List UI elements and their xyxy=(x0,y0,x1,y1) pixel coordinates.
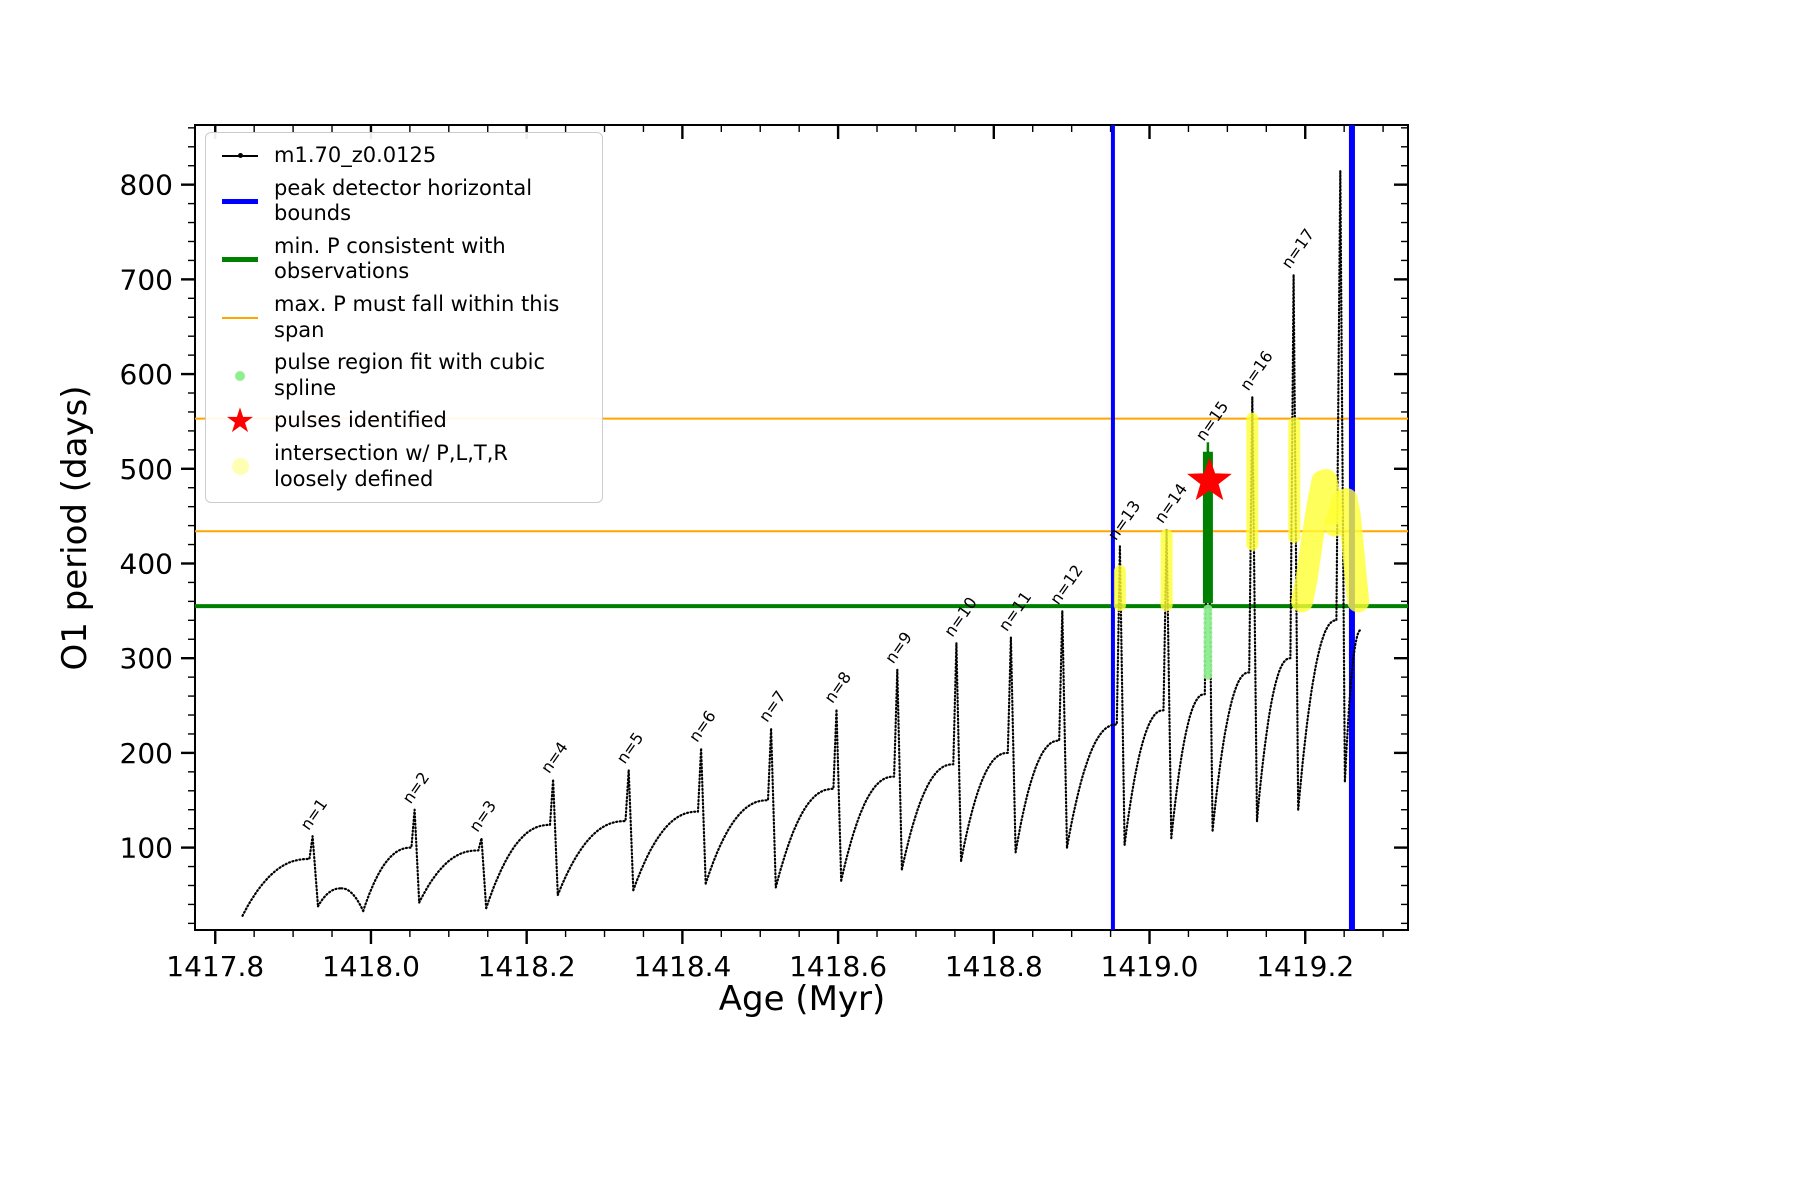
legend-item-label: intersection w/ P,L,T,R loosely defined xyxy=(274,441,508,491)
svg-text:n=12: n=12 xyxy=(1046,561,1087,608)
svg-text:1418.2: 1418.2 xyxy=(478,950,576,983)
svg-text:n=17: n=17 xyxy=(1277,225,1318,272)
legend-item-max-p: max. P must fall within this span xyxy=(218,292,588,343)
svg-text:n=8: n=8 xyxy=(820,668,855,707)
svg-text:100: 100 xyxy=(120,832,173,865)
yellow-dot-icon xyxy=(231,458,249,476)
svg-text:300: 300 xyxy=(120,642,173,675)
svg-text:1418.8: 1418.8 xyxy=(945,950,1043,983)
svg-text:n=13: n=13 xyxy=(1104,497,1145,544)
svg-text:800: 800 xyxy=(120,169,173,202)
svg-text:1417.8: 1417.8 xyxy=(166,950,264,983)
svg-text:n=4: n=4 xyxy=(537,738,572,777)
series-marker-icon xyxy=(238,153,243,159)
legend-item-min-p: min. P consistent with observations xyxy=(218,234,588,285)
red-star-icon: ★ xyxy=(224,401,256,442)
svg-text:n=5: n=5 xyxy=(612,729,647,768)
legend-item-series: m1.70_z0.0125 xyxy=(218,143,588,169)
legend-item-label: min. P consistent with observations xyxy=(274,233,506,284)
svg-text:1418.0: 1418.0 xyxy=(322,950,420,983)
svg-text:1418.6: 1418.6 xyxy=(789,950,887,983)
legend-item-label: pulse region fit with cubic spline xyxy=(274,350,546,400)
svg-text:600: 600 xyxy=(120,358,173,391)
legend-item-label: peak detector horizontal bounds xyxy=(274,175,533,226)
svg-text:n=10: n=10 xyxy=(940,593,981,640)
series-line-icon xyxy=(222,153,258,159)
legend-item-pulses: ★ pulses identified xyxy=(218,401,588,442)
legend-item-label: max. P must fall within this span xyxy=(274,292,560,342)
lightgreen-dot-icon xyxy=(235,370,245,381)
svg-text:200: 200 xyxy=(120,737,173,770)
svg-text:n=11: n=11 xyxy=(995,588,1036,635)
legend-item-spline: pulse region fit with cubic spline xyxy=(218,350,588,401)
legend-item-label: m1.70_z0.0125 xyxy=(274,143,437,167)
svg-text:700: 700 xyxy=(120,263,173,296)
legend-item-bounds: peak detector horizontal bounds xyxy=(218,176,588,227)
svg-text:1418.4: 1418.4 xyxy=(633,950,731,983)
x-axis-label: Age (Myr) xyxy=(719,979,886,1019)
green-line-icon xyxy=(222,256,258,262)
svg-text:500: 500 xyxy=(120,453,173,486)
y-axis-label: O1 period (days) xyxy=(55,385,95,670)
svg-text:n=7: n=7 xyxy=(755,687,790,726)
svg-text:n=15: n=15 xyxy=(1192,397,1233,444)
svg-text:n=1: n=1 xyxy=(296,795,331,834)
svg-text:n=16: n=16 xyxy=(1236,347,1277,394)
legend-item-intersection: intersection w/ P,L,T,R loosely defined xyxy=(218,441,588,492)
svg-text:1419.0: 1419.0 xyxy=(1101,950,1199,983)
legend: m1.70_z0.0125 peak detector horizontal b… xyxy=(205,132,603,504)
svg-text:n=6: n=6 xyxy=(685,707,720,746)
svg-text:400: 400 xyxy=(120,547,173,580)
blue-line-icon xyxy=(222,198,258,204)
svg-text:n=3: n=3 xyxy=(465,797,500,836)
legend-item-label: pulses identified xyxy=(274,408,447,433)
svg-text:n=2: n=2 xyxy=(398,768,433,807)
orange-line-icon xyxy=(222,316,258,319)
svg-text:n=9: n=9 xyxy=(881,628,916,667)
svg-text:n=14: n=14 xyxy=(1150,480,1191,527)
svg-text:1419.2: 1419.2 xyxy=(1256,950,1354,983)
